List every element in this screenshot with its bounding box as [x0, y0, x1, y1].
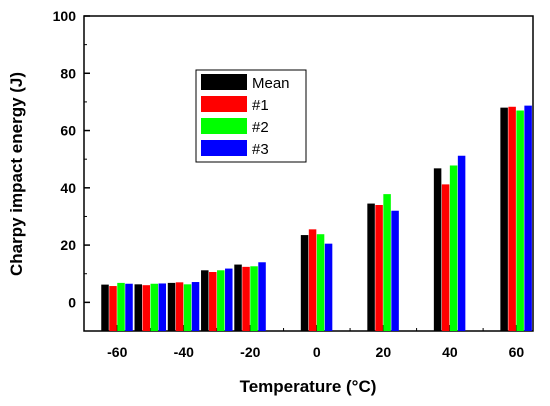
- bar-series-1--60: [109, 286, 117, 331]
- plot-frame: [83, 15, 534, 332]
- bar-series-1--40: [175, 282, 184, 331]
- legend-label: #2: [252, 119, 269, 136]
- bar-mean-60: [500, 107, 508, 332]
- x-tick-label: -60: [107, 344, 127, 360]
- x-tick-label: -20: [240, 344, 260, 360]
- y-tick-label: 60: [60, 123, 76, 139]
- x-axis-title: Temperature (°C): [240, 377, 377, 396]
- bar-series-3--60: [125, 283, 133, 331]
- x-tick-label: 40: [442, 344, 458, 360]
- bar-mean--20: [234, 264, 242, 331]
- legend-items: Mean #1 #2 #3: [201, 74, 290, 158]
- x-tick-label: 0: [313, 344, 321, 360]
- legend-swatch: [201, 118, 247, 134]
- bar-series-1--20: [242, 266, 250, 331]
- bar-series-1-0: [308, 229, 317, 331]
- bar-series-3-0: [324, 243, 333, 331]
- y-tick-label: 20: [60, 237, 76, 253]
- x-tick-label: -40: [174, 344, 194, 360]
- bar-series-3--50: [158, 283, 167, 331]
- bar-series-2-20: [383, 194, 391, 331]
- bar-series-2--60: [117, 282, 125, 331]
- bar-series-3-60: [524, 105, 532, 331]
- y-axis-title: Charpy impact energy (J): [7, 72, 26, 276]
- y-tick-labels: 0 20 40 60 80 100: [53, 8, 77, 310]
- bar-series-3-20: [391, 210, 399, 331]
- bar-series-2-0: [316, 234, 325, 331]
- bar-mean-20: [367, 203, 375, 331]
- bar-series-2--20: [250, 266, 258, 331]
- bar-mean--50: [134, 284, 143, 331]
- legend-swatch: [201, 140, 247, 156]
- bar-mean--60: [101, 284, 109, 331]
- bar-series-3-40: [457, 155, 466, 331]
- legend-label: #3: [252, 141, 269, 158]
- y-tick-label: 40: [60, 180, 76, 196]
- y-tick-label: 100: [53, 8, 77, 24]
- legend-label: Mean: [252, 75, 290, 92]
- bar-mean--30: [201, 270, 209, 331]
- bar-series-3--40: [191, 282, 200, 331]
- bar-series-1--50: [142, 285, 151, 331]
- legend: Mean #1 #2 #3: [195, 69, 307, 163]
- legend-swatch: [201, 74, 247, 90]
- bar-series-2--50: [150, 283, 159, 331]
- bar-series-1-20: [375, 205, 383, 331]
- bar-series-2--30: [217, 270, 225, 331]
- bar-mean-40: [433, 168, 442, 331]
- x-tick-label: 60: [509, 344, 525, 360]
- bar-series-2-60: [516, 110, 524, 331]
- bar-series-1--30: [209, 272, 217, 331]
- legend-label: #1: [252, 97, 269, 114]
- bar-mean-0: [300, 235, 309, 331]
- y-tick-label: 80: [60, 65, 76, 81]
- x-tick-labels: -60 -40 -20 0 20 40 60: [107, 344, 524, 360]
- y-tick-label: 0: [68, 294, 76, 310]
- legend-swatch: [201, 96, 247, 112]
- x-tick-label: 20: [376, 344, 392, 360]
- bar-series-3--30: [225, 268, 233, 331]
- bar-series-1-40: [441, 184, 450, 331]
- bar-series-3--20: [258, 262, 266, 331]
- bar-series-1-60: [508, 106, 516, 331]
- bars-layer: [101, 105, 532, 332]
- bar-mean--40: [167, 282, 176, 331]
- bar-series-2--40: [183, 284, 192, 331]
- bar-series-2-40: [449, 165, 458, 331]
